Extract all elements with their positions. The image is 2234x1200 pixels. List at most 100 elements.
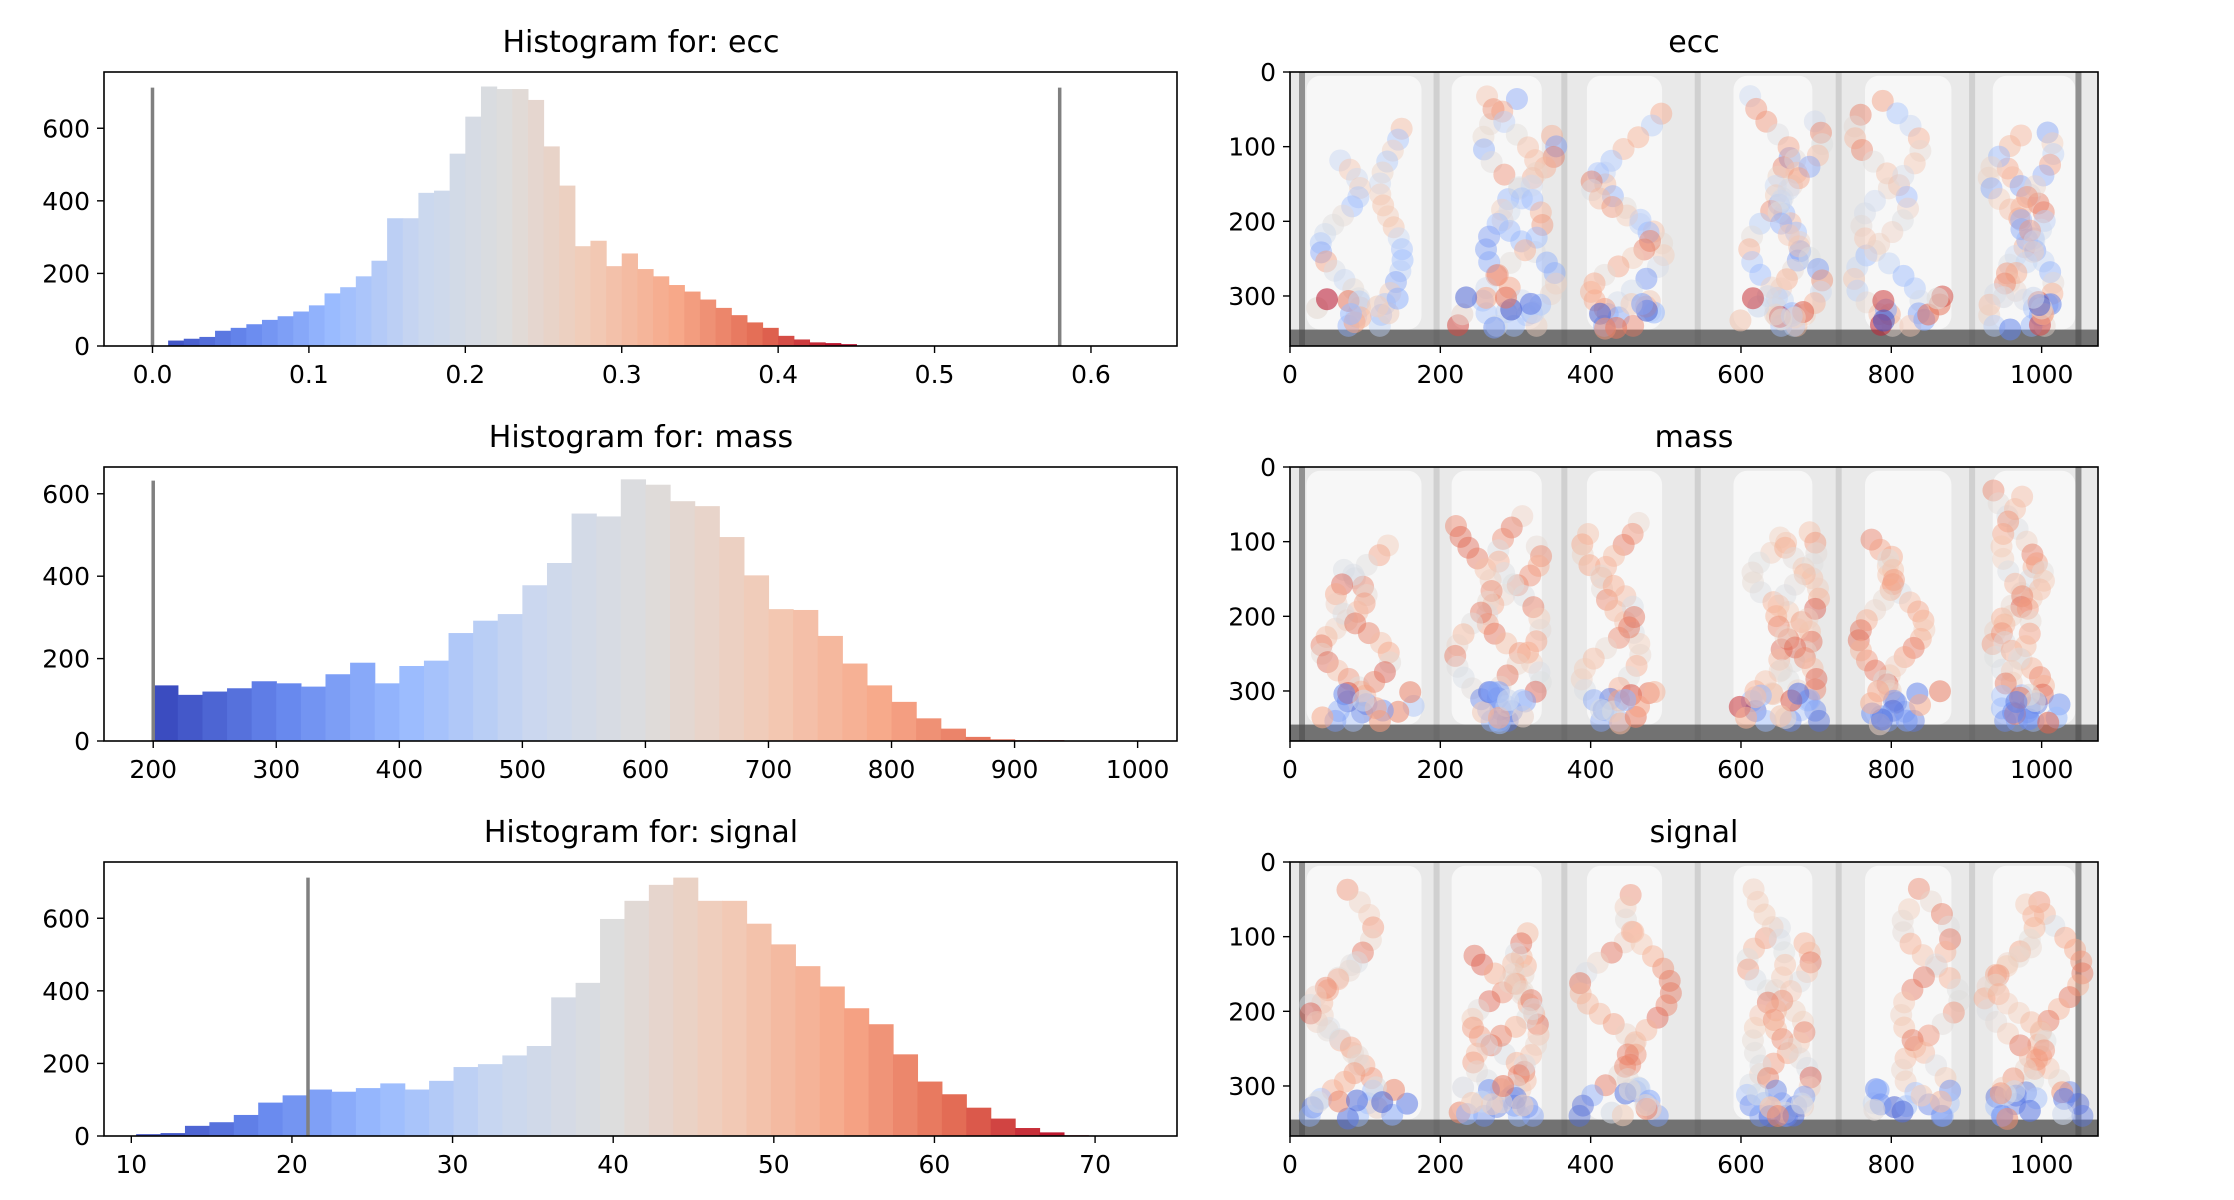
histogram-bar [184,1125,210,1136]
track-point [1909,139,1932,162]
tank-floor [1290,724,2098,741]
track-point [1489,1024,1512,1047]
track-point [2043,914,2066,937]
track-point [1582,647,1605,670]
track-point [1363,670,1386,693]
track-point [2021,543,2044,566]
histogram-bar [989,739,1016,741]
track-point [1346,1045,1369,1068]
x-axis: 0.0 0.1 0.2 0.3 0.4 0.5 0.6 [133,346,1111,389]
track-point [1978,304,2001,327]
track-point [1917,303,1940,326]
track-point [1340,954,1363,977]
track-point [1907,600,1930,623]
histogram-bar [653,276,670,346]
histogram-bar [891,701,917,741]
histogram-bar [331,1091,357,1136]
track-point [1493,583,1516,606]
track-point [1482,98,1505,121]
track-point [1619,1053,1642,1076]
y-tick-label: 600 [42,904,90,933]
track-point [1760,199,1783,222]
track-point [1461,677,1484,700]
track-point [1785,161,1808,184]
track-point [1855,609,1878,632]
track-point [1510,932,1533,955]
track-point [1491,198,1514,221]
track-point [1590,566,1613,589]
track-point [1595,637,1618,660]
track-point [1508,642,1531,665]
track-point [1849,103,1872,126]
histogram-bar [340,287,357,346]
track-point [1460,1091,1483,1114]
track-point [1772,156,1795,179]
histogram-bar [546,563,573,741]
track-point [1621,522,1644,545]
track-point [1530,545,1553,568]
image-frame [1289,71,2099,347]
track-point [1600,149,1623,172]
track-point [2020,1011,2043,1034]
track-point [1520,989,1543,1012]
histogram-bar [277,316,294,346]
track-point [1774,584,1797,607]
histogram-bar [719,537,745,741]
track-point [1787,1031,1810,1054]
track-point [1744,686,1767,709]
track-point [1742,571,1765,594]
x-tick-label: 0 [1282,360,1298,389]
image-background [1290,467,2098,741]
track-point [1798,941,1821,964]
track-point [2017,708,2040,731]
track-point [1348,1053,1371,1076]
track-point [2014,1058,2037,1081]
track-point [1891,909,1914,932]
track-point [1765,1018,1788,1041]
track-point [1786,249,1809,272]
track-point [1529,671,1552,694]
track-point [1347,186,1370,209]
track-point [1789,1047,1812,1070]
track-point [1652,244,1675,267]
track-point [1777,628,1800,651]
track-point [1893,991,1916,1014]
histogram-bar [684,291,701,346]
track-point [1581,179,1604,202]
image-panel-ecc: ecc 0 200 400 600 800 1000 0 100 200 300 [1228,25,2099,389]
track-point [1627,126,1650,149]
track-point [1903,277,1926,300]
track-point [1502,952,1525,975]
track-point [1643,681,1666,704]
track-point [1985,1010,2008,1033]
track-point [1757,1067,1780,1090]
track-point [1881,573,1904,596]
x-tick-label: 600 [1717,360,1765,389]
track-point [1351,941,1374,964]
track-point [2010,124,2033,147]
histogram-bar [648,884,674,1136]
track-point [1505,1051,1528,1074]
track-point [1898,898,1921,921]
track-point [1741,251,1764,274]
track-point [1749,263,1772,286]
track-point [1509,1078,1532,1101]
track-point [1463,944,1486,967]
x-tick-label: 200 [1416,1150,1464,1179]
track-point [1357,622,1380,645]
track-point [1498,219,1521,242]
track-point [2033,209,2056,232]
track-point [1742,878,1765,901]
track-point [1382,216,1405,239]
track-point [1629,208,1652,231]
track-point [1387,227,1410,250]
track-point [1461,1007,1484,1030]
histogram-bar [526,1046,552,1136]
image-panel-title: signal [1650,815,1739,850]
image-panel-signal: signal 0 200 400 600 800 1000 0 100 200 300 [1228,815,2099,1179]
histogram-bar [371,260,388,346]
track-point [1659,982,1682,1005]
tank-divider [1835,72,1842,346]
x-tick-label: 600 [1717,1150,1765,1179]
track-point [1520,651,1543,674]
